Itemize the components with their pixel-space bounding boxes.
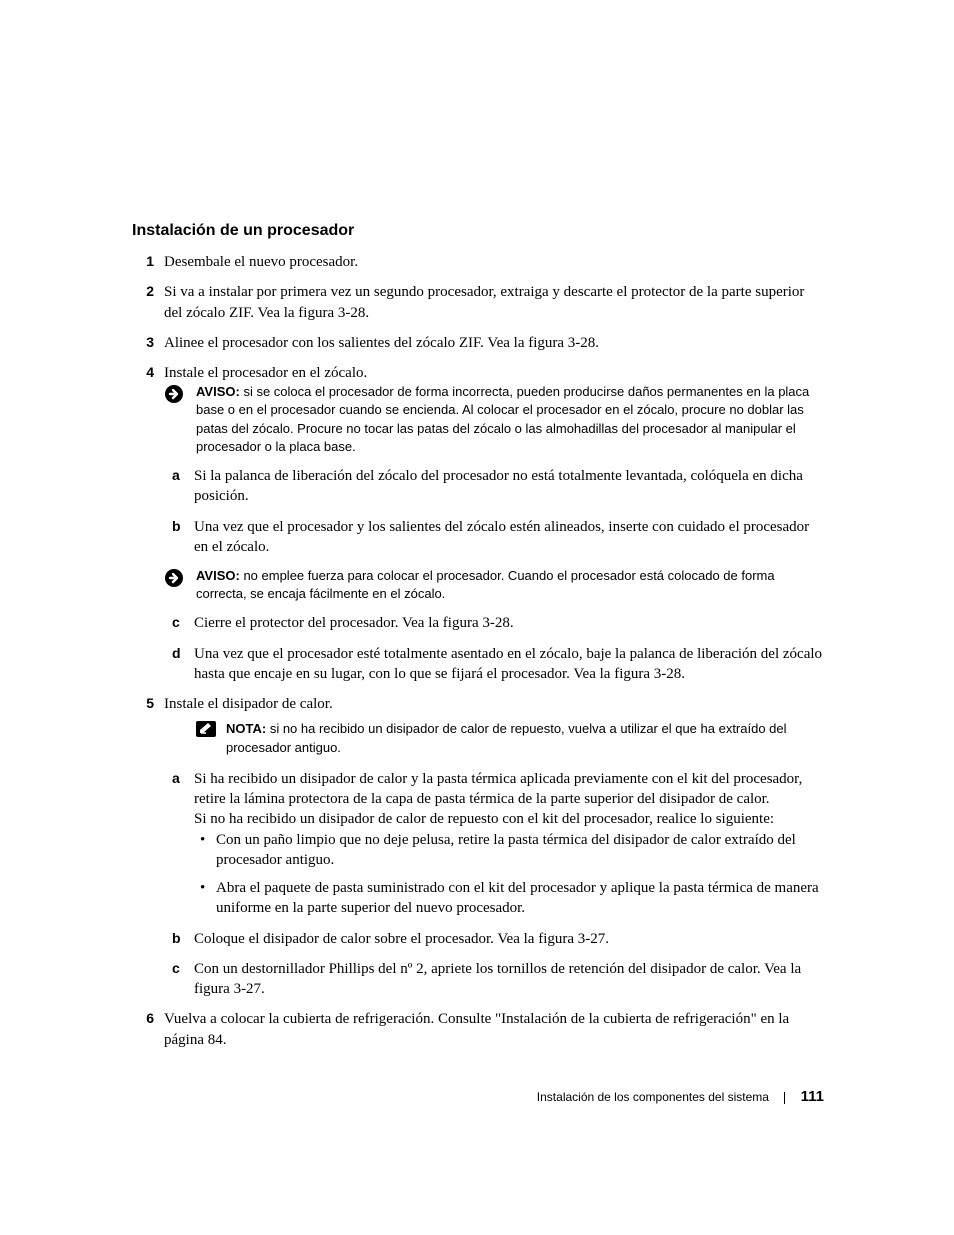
step-5c: c Con un destornillador Phillips del nº … <box>194 959 826 1000</box>
sub-list-5: a Si ha recibido un disipador de calor y… <box>164 769 826 1000</box>
notice-text: no emplee fuerza para colocar el procesa… <box>196 568 775 601</box>
step-number: 5 <box>138 694 154 713</box>
nota-note: NOTA: si no ha recibido un disipador de … <box>164 720 826 756</box>
substep-letter: c <box>172 613 180 632</box>
substep-text: Una vez que el procesador esté totalment… <box>194 646 822 682</box>
step-5a: a Si ha recibido un disipador de calor y… <box>194 769 826 919</box>
step-4c: c Cierre el protector del procesador. Ve… <box>194 613 826 633</box>
paragraph: Si no ha recibido un disipador de calor … <box>194 809 826 829</box>
step-number: 6 <box>138 1009 154 1028</box>
section-heading: Instalación de un procesador <box>132 222 826 240</box>
footer-separator <box>784 1092 785 1104</box>
substep-text: Con un destornillador Phillips del nº 2,… <box>194 961 801 997</box>
substep-letter: b <box>172 929 181 948</box>
step-text: Instale el disipador de calor. <box>164 696 333 712</box>
notice-arrow-icon <box>164 568 184 593</box>
bullet-item: Abra el paquete de pasta suministrado co… <box>216 878 826 919</box>
substep-text: Una vez que el procesador y los saliente… <box>194 519 809 555</box>
step-4a: a Si la palanca de liberación del zócalo… <box>194 466 826 507</box>
step-text: Desembale el nuevo procesador. <box>164 254 358 270</box>
step-3: 3 Alinee el procesador con los salientes… <box>164 333 826 353</box>
step-4b: b Una vez que el procesador y los salien… <box>194 517 826 558</box>
paragraph: Si ha recibido un disipador de calor y l… <box>194 769 826 810</box>
substep-text: Coloque el disipador de calor sobre el p… <box>194 931 609 947</box>
substep-letter: b <box>172 517 181 536</box>
sub-list-4: a Si la palanca de liberación del zócalo… <box>164 466 826 557</box>
notice-label: AVISO: <box>196 384 240 399</box>
step-text: Instale el procesador en el zócalo. <box>164 365 367 381</box>
step-1: 1 Desembale el nuevo procesador. <box>164 252 826 272</box>
substep-letter: c <box>172 959 180 978</box>
substep-letter: d <box>172 644 181 663</box>
page-number: 111 <box>801 1088 824 1105</box>
step-2: 2 Si va a instalar por primera vez un se… <box>164 282 826 323</box>
note-label: NOTA: <box>226 721 266 736</box>
step-number: 3 <box>138 333 154 352</box>
step-number: 1 <box>138 252 154 271</box>
substep-text: Si la palanca de liberación del zócalo d… <box>194 468 803 504</box>
bullet-list: Con un paño limpio que no deje pelusa, r… <box>194 830 826 919</box>
substep-letter: a <box>172 769 180 788</box>
aviso-notice: AVISO: no emplee fuerza para colocar el … <box>164 567 826 603</box>
bullet-item: Con un paño limpio que no deje pelusa, r… <box>216 830 826 871</box>
step-5b: b Coloque el disipador de calor sobre el… <box>194 929 826 949</box>
step-number: 4 <box>138 363 154 382</box>
notice-label: AVISO: <box>196 568 240 583</box>
step-6: 6 Vuelva a colocar la cubierta de refrig… <box>164 1009 826 1050</box>
step-text: Alinee el procesador con los salientes d… <box>164 335 599 351</box>
substep-text: Cierre el protector del procesador. Vea … <box>194 615 514 631</box>
note-text: si no ha recibido un disipador de calor … <box>226 721 787 754</box>
notice-arrow-icon <box>164 384 184 409</box>
sub-list-4-cont: c Cierre el protector del procesador. Ve… <box>164 613 826 684</box>
substep-5a-content: Si ha recibido un disipador de calor y l… <box>194 769 826 919</box>
step-4d: d Una vez que el procesador esté totalme… <box>194 644 826 685</box>
footer-section-title: Instalación de los componentes del siste… <box>537 1090 769 1104</box>
notice-text: si se coloca el procesador de forma inco… <box>196 384 809 454</box>
step-5: 5 Instale el disipador de calor. NOTA: s… <box>164 694 826 999</box>
substep-letter: a <box>172 466 180 485</box>
step-text: Vuelva a colocar la cubierta de refriger… <box>164 1011 789 1047</box>
step-number: 2 <box>138 282 154 301</box>
aviso-notice: AVISO: si se coloca el procesador de for… <box>164 383 826 456</box>
document-page: Instalación de un procesador 1 Desembale… <box>0 0 954 1235</box>
page-footer: Instalación de los componentes del siste… <box>537 1088 824 1105</box>
step-text: Si va a instalar por primera vez un segu… <box>164 284 804 320</box>
note-pencil-icon <box>196 721 216 742</box>
step-4: 4 Instale el procesador en el zócalo. AV… <box>164 363 826 684</box>
main-ordered-list: 1 Desembale el nuevo procesador. 2 Si va… <box>132 252 826 1050</box>
